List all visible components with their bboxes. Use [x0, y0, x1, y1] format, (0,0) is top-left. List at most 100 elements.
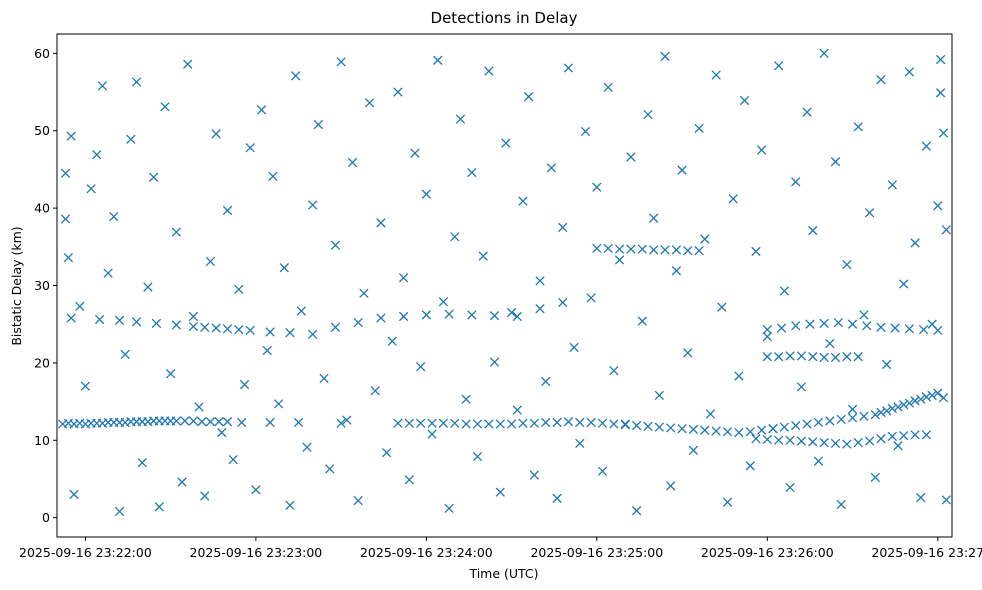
data-point	[416, 362, 426, 372]
data-point	[75, 301, 85, 312]
data-point	[819, 437, 829, 448]
plot-frame	[56, 33, 953, 538]
data-point	[256, 105, 267, 115]
data-point	[495, 419, 505, 429]
data-point	[222, 417, 233, 427]
data-point	[614, 244, 625, 254]
data-point	[830, 157, 841, 167]
data-point	[421, 189, 432, 199]
data-point	[234, 324, 244, 335]
data-point	[904, 67, 915, 77]
data-point	[864, 208, 875, 218]
data-point	[450, 232, 460, 242]
data-point	[776, 323, 787, 333]
data-point	[910, 430, 920, 440]
y-axis-label: Bistatic Delay (km)	[9, 226, 24, 345]
data-point	[739, 95, 750, 106]
data-point	[393, 87, 403, 97]
data-point	[734, 427, 744, 438]
data-point	[890, 323, 900, 333]
data-point	[194, 402, 204, 412]
data-point	[126, 134, 136, 144]
data-point	[842, 259, 852, 270]
data-point	[200, 322, 210, 332]
data-point	[171, 416, 181, 426]
data-point	[796, 351, 807, 361]
data-point	[592, 243, 602, 254]
data-point	[143, 282, 153, 292]
data-point	[353, 317, 363, 328]
data-point	[563, 63, 574, 73]
data-point	[234, 284, 244, 295]
data-point	[876, 407, 886, 418]
x-tick-label: 2025-09-16 23:22:00	[19, 545, 152, 560]
data-point	[893, 441, 903, 451]
data-point	[728, 194, 738, 204]
data-point	[597, 466, 608, 476]
data-point	[853, 352, 863, 362]
data-point	[245, 325, 255, 336]
y-tick-label: 40	[34, 201, 50, 216]
data-point	[319, 373, 329, 384]
data-point	[296, 306, 307, 316]
data-point	[359, 288, 369, 298]
x-axis-ticks: 2025-09-16 23:22:00 2025-09-16 23:23:00 20…	[19, 537, 982, 560]
data-point	[802, 419, 812, 429]
data-point	[188, 416, 199, 426]
data-point	[688, 424, 699, 435]
data-point	[80, 381, 91, 391]
data-point	[92, 150, 102, 160]
data-point	[444, 309, 454, 319]
data-point	[245, 143, 255, 153]
data-point	[785, 482, 795, 493]
data-point	[518, 418, 528, 428]
data-point	[69, 489, 79, 500]
data-point	[916, 394, 926, 404]
data-point	[779, 286, 790, 296]
data-points	[58, 48, 951, 517]
data-point	[450, 418, 460, 428]
x-tick-label: 2025-09-16 23:24:00	[360, 545, 493, 560]
data-point	[853, 437, 863, 448]
data-point	[819, 352, 829, 363]
data-point	[523, 92, 534, 102]
data-point	[921, 430, 932, 440]
data-point	[63, 252, 74, 263]
data-point	[347, 157, 358, 168]
data-point	[433, 55, 443, 65]
data-point	[484, 419, 494, 429]
data-point	[376, 218, 386, 228]
data-point	[887, 431, 897, 442]
data-point	[200, 491, 210, 501]
data-point	[109, 211, 119, 222]
data-point	[876, 322, 886, 332]
data-point	[131, 317, 142, 327]
data-point	[791, 177, 801, 187]
data-point	[438, 418, 449, 428]
data-point	[398, 311, 409, 322]
data-point	[677, 165, 687, 175]
data-point	[455, 114, 466, 124]
data-point	[910, 238, 920, 248]
data-point	[825, 338, 835, 349]
data-point	[535, 276, 545, 286]
data-point	[859, 310, 869, 320]
data-point	[495, 487, 505, 497]
data-point	[427, 429, 437, 439]
data-point	[643, 109, 653, 120]
data-point	[779, 422, 790, 432]
data-point	[285, 328, 295, 338]
data-point	[774, 352, 784, 362]
data-point	[262, 345, 272, 356]
data-point	[808, 352, 818, 362]
data-point	[626, 152, 636, 162]
data-point	[614, 255, 625, 265]
chart-title: Detections in Delay	[431, 9, 578, 27]
data-point	[631, 420, 642, 431]
data-point	[592, 182, 602, 192]
y-tick-label: 20	[34, 355, 50, 370]
data-point	[404, 418, 414, 428]
data-point	[910, 396, 920, 406]
data-point	[683, 246, 693, 256]
